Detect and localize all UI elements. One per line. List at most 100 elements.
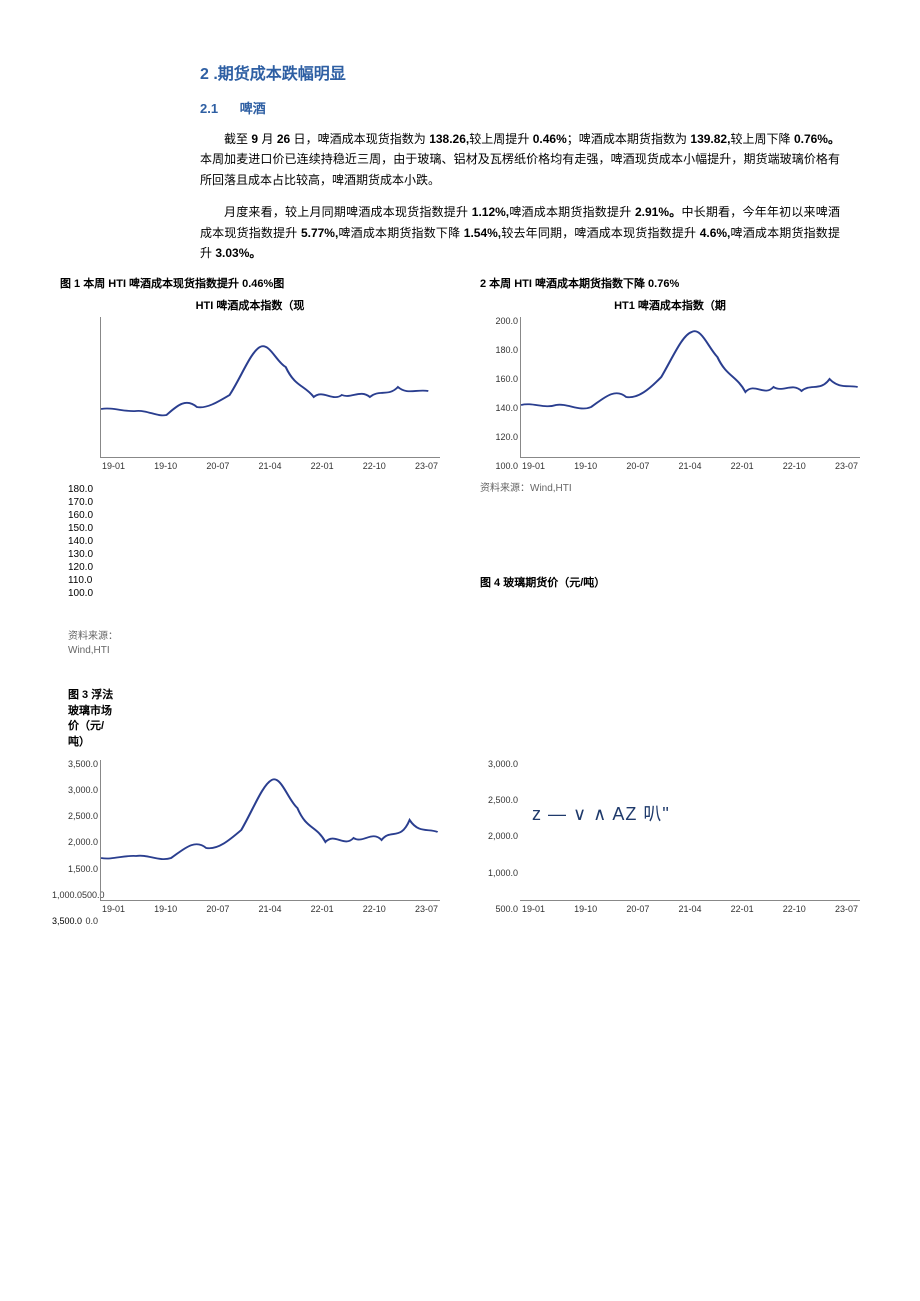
tick: 22-01 — [311, 904, 334, 914]
paragraph-1: 截至 9 月 26 日，啤酒成本现货指数为 138.26,较上周提升 0.46%… — [200, 129, 840, 190]
value: 1.54%, — [464, 226, 501, 240]
text: 较去年同期，啤酒成本现货指数提升 — [501, 226, 700, 240]
chart-4-placeholder-text: z — ∨ ∧ AZ 叭" — [532, 800, 670, 826]
tick: 140.0 — [484, 404, 518, 413]
tick: 22-01 — [731, 904, 754, 914]
text: 啤酒成本期货指数下降 — [338, 226, 463, 240]
tick: 19-10 — [574, 904, 597, 914]
subsection-heading: 2.1 啤酒 — [200, 98, 860, 117]
tick: 2,000.0 — [472, 832, 518, 841]
tick: 150.0 — [68, 522, 440, 535]
tick: 20-07 — [206, 461, 229, 471]
tick: 21-04 — [678, 461, 701, 471]
section-title: .期货成本跌幅明显 — [213, 66, 345, 83]
chart-1-ylabels: 180.0 170.0 160.0 150.0 140.0 130.0 120.… — [68, 483, 440, 600]
tick: 2,000.0 — [52, 838, 98, 847]
section-heading: 2 .期货成本跌幅明显 — [200, 60, 860, 84]
value: 138.26, — [429, 132, 469, 146]
figure-1-source: 资料来源： Wind,HTI — [68, 630, 128, 658]
chart-1: 19-01 19-10 20-07 21-04 22-01 22-10 23-0… — [100, 317, 440, 471]
tick: 21-04 — [678, 904, 701, 914]
tick: 3,000.0 — [52, 786, 98, 795]
text: 月 — [258, 132, 277, 146]
tick: 3,000.0 — [472, 760, 518, 769]
chart-3-extra-label: 3,500.0 — [52, 916, 440, 926]
tick: 160.0 — [484, 375, 518, 384]
figure-4-caption: 图 4 玻璃期货价（元/吨） — [480, 574, 860, 590]
tick: 110.0 — [68, 574, 440, 587]
tick: 23-07 — [835, 461, 858, 471]
chart-3: 0.0 1,000.0500.0 1,500.0 2,000.0 2,500.0… — [100, 760, 440, 926]
tick: 19-01 — [522, 461, 545, 471]
tick: 180.0 — [484, 346, 518, 355]
tick: 130.0 — [68, 548, 440, 561]
tick: 22-10 — [783, 904, 806, 914]
tick: 2,500.0 — [472, 796, 518, 805]
chart-2-xticks: 19-01 19-10 20-07 21-04 22-01 22-10 23-0… — [520, 461, 860, 471]
figure-1-chart-title: HTI 啤酒成本指数（现 — [60, 297, 440, 313]
text: 啤酒成本期货指数提升 — [509, 205, 635, 219]
value: 5.77%, — [301, 226, 338, 240]
tick: 100.0 — [68, 587, 440, 600]
chart-3-line — [101, 760, 440, 900]
chart-4: 500.0 1,000.0 2,000.0 2,500.0 3,000.0 z … — [520, 760, 860, 914]
text: 较上周提升 — [469, 132, 533, 146]
figure-row-2: 0.0 1,000.0500.0 1,500.0 2,000.0 2,500.0… — [60, 760, 860, 926]
tick: 19-10 — [154, 461, 177, 471]
chart-4-yticks: 500.0 1,000.0 2,000.0 2,500.0 3,000.0 — [472, 760, 518, 914]
tick: 140.0 — [68, 535, 440, 548]
value: 1.12%, — [472, 205, 509, 219]
tick: 3,500.0 — [52, 760, 98, 769]
tick: 100.0 — [484, 462, 518, 471]
tick: 19-01 — [102, 461, 125, 471]
tick: 2,500.0 — [52, 812, 98, 821]
subsection-number: 2.1 — [200, 101, 218, 116]
value: 4.6%, — [700, 226, 731, 240]
section-number: 2 — [200, 66, 209, 83]
value: 26 — [277, 132, 290, 146]
tick: 22-10 — [363, 904, 386, 914]
figure-1: 图 1 本周 HTI 啤酒成本现货指数提升 0.46%图 HTI 啤酒成本指数（… — [60, 275, 440, 750]
chart-1-line — [101, 317, 440, 457]
text: 月度来看，较上月同期啤酒成本现货指数提升 — [224, 205, 472, 219]
paragraph-2: 月度来看，较上月同期啤酒成本现货指数提升 1.12%,啤酒成本期货指数提升 2.… — [200, 202, 840, 263]
tick: 180.0 — [68, 483, 440, 496]
figure-1-caption: 图 1 本周 HTI 啤酒成本现货指数提升 0.46%图 — [60, 275, 440, 291]
tick: 20-07 — [626, 904, 649, 914]
tick: 19-10 — [154, 904, 177, 914]
tick: 0.0 — [52, 917, 98, 926]
chart-2-yticks: 100.0 120.0 140.0 160.0 180.0 200.0 — [484, 317, 518, 471]
tick: 1,000.0 — [472, 869, 518, 878]
tick: 120.0 — [68, 561, 440, 574]
tick: 19-10 — [574, 461, 597, 471]
value: 0.46% — [533, 132, 567, 146]
figure-3: 0.0 1,000.0500.0 1,500.0 2,000.0 2,500.0… — [60, 760, 440, 926]
tick: 19-01 — [102, 904, 125, 914]
figure-4: 500.0 1,000.0 2,000.0 2,500.0 3,000.0 z … — [480, 760, 860, 926]
chart-3-yticks: 0.0 1,000.0500.0 1,500.0 2,000.0 2,500.0… — [52, 760, 98, 926]
tick: 23-07 — [415, 461, 438, 471]
text: 本周加麦进口价已连续持稳近三周，由于玻璃、铝材及瓦楞纸价格均有走强，啤酒现货成本… — [200, 152, 840, 186]
tick: 1,000.0500.0 — [52, 891, 98, 900]
text: 较上周下降 — [730, 132, 794, 146]
figure-2-chart-title: HT1 啤酒成本指数（期 — [480, 297, 860, 313]
text: ；啤酒成本期货指数为 — [567, 132, 691, 146]
chart-3-xticks: 19-01 19-10 20-07 21-04 22-01 22-10 23-0… — [100, 904, 440, 914]
figure-2-caption: 2 本周 HTI 啤酒成本期货指数下降 0.76% — [480, 275, 860, 291]
subsection-title: 啤酒 — [240, 101, 266, 116]
tick: 23-07 — [835, 904, 858, 914]
figure-2: 2 本周 HTI 啤酒成本期货指数下降 0.76% HT1 啤酒成本指数（期 1… — [480, 275, 860, 750]
tick: 160.0 — [68, 509, 440, 522]
tick: 21-04 — [258, 461, 281, 471]
tick: 20-07 — [206, 904, 229, 914]
tick: 20-07 — [626, 461, 649, 471]
tick: 170.0 — [68, 496, 440, 509]
figure-2-source: 资料来源：Wind,HTI — [480, 479, 860, 494]
chart-2-line — [521, 317, 860, 457]
tick: 19-01 — [522, 904, 545, 914]
tick: 23-07 — [415, 904, 438, 914]
tick: 22-01 — [311, 461, 334, 471]
text: 截至 — [224, 132, 251, 146]
tick: 1,500.0 — [52, 865, 98, 874]
tick: 22-01 — [731, 461, 754, 471]
